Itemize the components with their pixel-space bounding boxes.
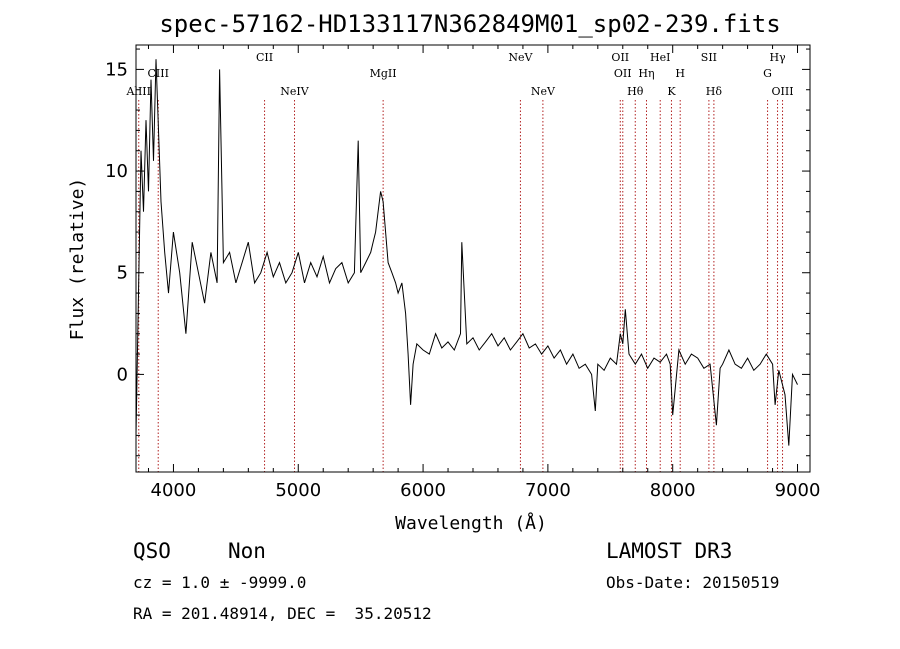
- emission-line-label: Hδ: [706, 85, 723, 98]
- emission-line-label: NeV: [508, 51, 533, 64]
- x-tick-label: 9000: [775, 480, 821, 501]
- y-tick-label: 10: [105, 161, 128, 182]
- y-tick-label: 15: [105, 59, 128, 80]
- emission-line-label: H: [675, 67, 685, 80]
- emission-line-labels: AlIII CIII CII NeIV MgII NeV NeV OII OII Hθ Hη HeI K…: [125, 51, 793, 98]
- x-tick-label: 7000: [525, 480, 571, 501]
- emission-line-label: AlIII: [125, 85, 151, 98]
- emission-line-label: HeI: [650, 51, 670, 64]
- x-axis-title: Wavelength (Å): [395, 512, 547, 534]
- chart-title: spec-57162-HD133117N362849M01_sp02-239.f…: [159, 10, 780, 38]
- coordinates-text: RA = 201.48914, DEC = 35.20512: [133, 604, 432, 623]
- emission-line-markers: [138, 100, 784, 472]
- object-subclass: Non: [228, 539, 266, 563]
- x-tick-label: 5000: [275, 480, 321, 501]
- redshift-text: cz = 1.0 ± -9999.0: [133, 573, 307, 592]
- x-axis: 4000 5000 6000 7000 8000 9000: [147, 45, 821, 501]
- x-tick-label: 8000: [650, 480, 696, 501]
- y-tick-label: 5: [117, 263, 128, 284]
- emission-line-label: OIII: [772, 85, 794, 98]
- survey-name: LAMOST DR3: [606, 539, 733, 563]
- x-tick-label: 4000: [151, 480, 197, 501]
- spectrum-series: [135, 59, 798, 446]
- emission-line-label: MgII: [370, 67, 397, 80]
- emission-line-label: CIII: [147, 67, 168, 80]
- emission-line-label: K: [667, 85, 676, 98]
- emission-line-label: NeIV: [280, 85, 309, 98]
- observation-date: Obs-Date: 20150519: [606, 573, 780, 592]
- emission-line-label: Hγ: [769, 51, 786, 64]
- emission-line-label: G: [763, 67, 772, 80]
- emission-line-label: OII: [611, 51, 629, 64]
- emission-line-label: NeV: [531, 85, 556, 98]
- x-tick-label: 6000: [400, 480, 446, 501]
- y-axis: 0 5 10 15: [105, 48, 810, 457]
- emission-line-label: SII: [701, 51, 717, 64]
- emission-line-label: OII: [614, 67, 632, 80]
- emission-line-label: Hη: [638, 67, 654, 80]
- y-tick-label: 0: [117, 364, 128, 385]
- spectrum-line: [135, 59, 798, 446]
- emission-line-label: CII: [256, 51, 273, 64]
- y-axis-title: Flux (relative): [67, 178, 88, 341]
- object-class: QSO: [133, 539, 171, 563]
- emission-line-label: Hθ: [627, 85, 644, 98]
